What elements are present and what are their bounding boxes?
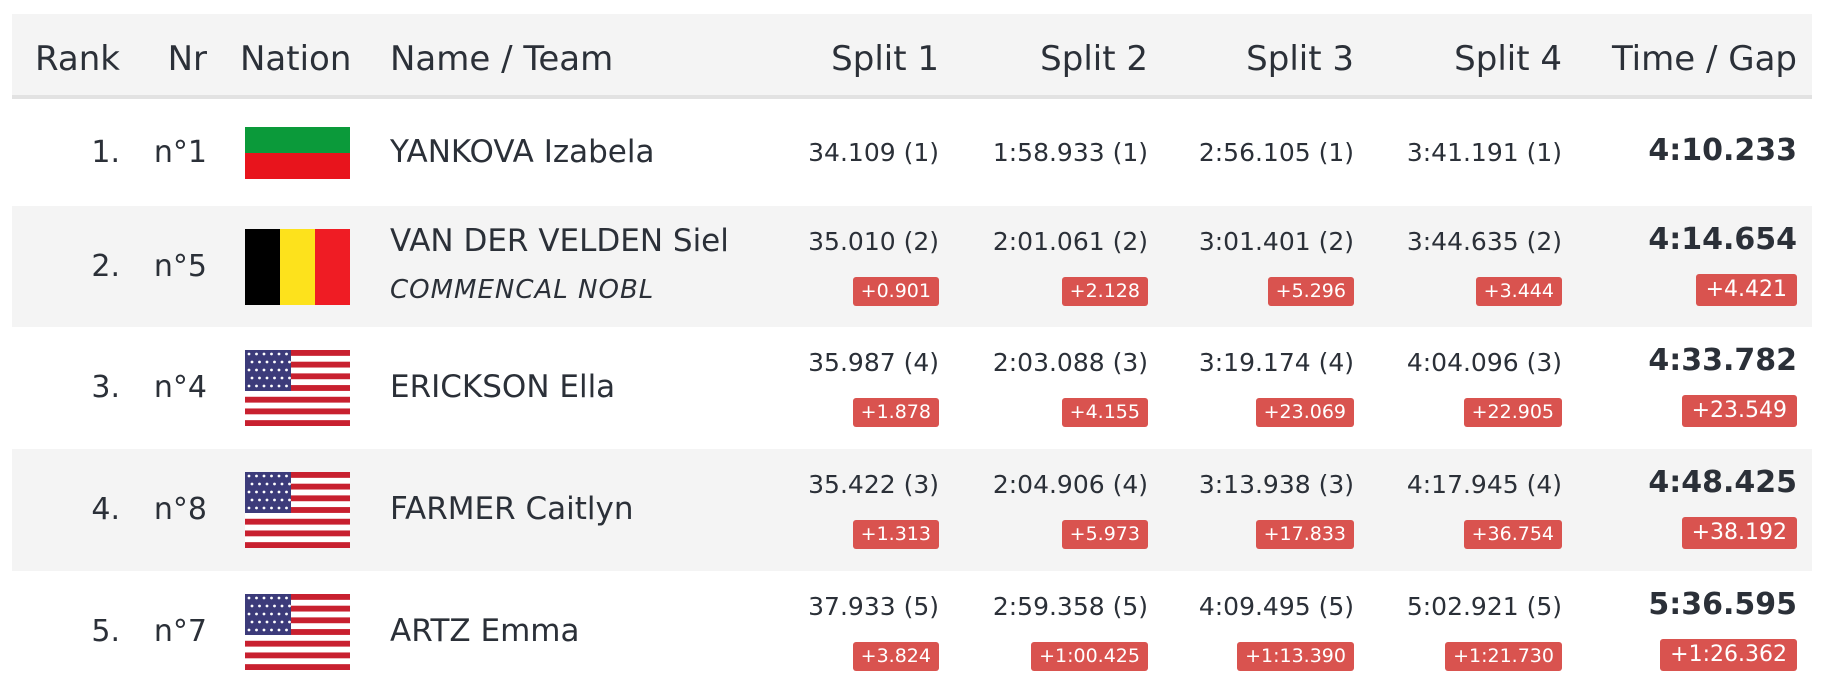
team-name: COMMENCAL NOBL [390, 275, 655, 305]
split-time: 2:04.906 (4) [992, 470, 1148, 499]
rider-name: YANKOVA Izabela [390, 133, 655, 170]
split-time: 4:17.945 (4) [1406, 470, 1562, 499]
bib-number: n°1 [153, 134, 207, 170]
rank: 1. [91, 134, 120, 170]
column-header: Name / Team [390, 39, 614, 79]
result-row: 2. n°5 VAN DER VELDEN Siel COMMENCAL NOBL 35… [12, 206, 1812, 327]
column-header: Nation [240, 39, 352, 79]
nation-flag [245, 472, 350, 552]
nation-flag [245, 350, 350, 430]
column-header: Split 1 [831, 39, 939, 79]
total-time: 4:10.233 [1648, 132, 1797, 168]
bib-number: n°5 [153, 248, 207, 284]
split-time: 35.987 (4) [808, 348, 939, 377]
split-time: 34.109 (1) [808, 137, 939, 167]
split-time: 5:02.921 (5) [1406, 592, 1562, 621]
table-header: Rank Nr Nation Name / Team Split 1 Split 2 Spl… [12, 14, 1812, 99]
split-gap: +1.313 [852, 520, 939, 549]
nation-flag [245, 228, 350, 309]
split-gap: +2.128 [1061, 277, 1148, 306]
total-time: 5:36.595 [1648, 587, 1797, 622]
split-gap: +1.878 [852, 398, 939, 427]
rider-name: ARTZ Emma [390, 613, 580, 649]
column-header: Split 2 [1040, 39, 1148, 79]
total-gap: +4.421 [1695, 274, 1797, 306]
total-time: 4:14.654 [1648, 222, 1797, 257]
nation-flag [245, 594, 350, 674]
split-time: 2:56.105 (1) [1198, 137, 1354, 167]
rank: 4. [91, 492, 120, 527]
column-header: Time / Gap [1611, 39, 1797, 79]
total-gap: +38.192 [1681, 517, 1797, 549]
rider-name: FARMER Caitlyn [390, 491, 634, 527]
split-time: 3:01.401 (2) [1198, 227, 1354, 256]
split-gap: +5.973 [1061, 520, 1148, 549]
split-time: 3:44.635 (2) [1406, 227, 1562, 256]
result-row: 1. n°1 YANKOVA Izabela 34.109 (1) 1:58.933 (… [12, 99, 1812, 206]
split-time: 2:59.358 (5) [992, 592, 1148, 621]
total-gap: +23.549 [1681, 395, 1797, 427]
column-header: Nr [167, 39, 207, 79]
split-gap: +1:21.730 [1445, 642, 1562, 671]
split-gap: +3.444 [1475, 277, 1562, 306]
split-time: 37.933 (5) [808, 592, 939, 621]
split-time: 1:58.933 (1) [992, 137, 1148, 167]
bib-number: n°4 [153, 370, 207, 405]
rider-name: ERICKSON Ella [390, 369, 616, 405]
rank: 3. [91, 370, 120, 405]
split-gap: +22.905 [1463, 398, 1562, 427]
split-gap: +36.754 [1463, 520, 1562, 549]
split-time: 3:41.191 (1) [1406, 137, 1562, 167]
rank: 2. [91, 248, 120, 284]
split-gap: +17.833 [1255, 520, 1354, 549]
split-gap: +1:13.390 [1237, 642, 1354, 671]
total-time: 4:48.425 [1648, 465, 1797, 500]
split-time: 3:19.174 (4) [1198, 348, 1354, 377]
results-table: Rank Nr Nation Name / Team Split 1 Split 2 Spl… [12, 14, 1812, 694]
rider-name: VAN DER VELDEN Siel [390, 223, 729, 259]
split-time: 35.422 (3) [808, 470, 939, 499]
bib-number: n°8 [153, 492, 207, 527]
split-time: 4:09.495 (5) [1198, 592, 1354, 621]
column-header: Split 4 [1454, 39, 1562, 79]
total-gap: +1:26.362 [1660, 639, 1797, 671]
rank: 5. [91, 614, 120, 649]
split-gap: +0.901 [852, 277, 939, 306]
split-time: 2:01.061 (2) [992, 227, 1148, 256]
bib-number: n°7 [153, 614, 207, 649]
split-time: 3:13.938 (3) [1198, 470, 1354, 499]
column-header: Split 3 [1246, 39, 1354, 79]
split-gap: +5.296 [1267, 277, 1354, 306]
nation-flag [245, 126, 350, 183]
result-row: 5. n°7 ARTZ Emma 37.933 (5) +3.824 2:59.358 (… [12, 571, 1812, 693]
split-gap: +4.155 [1061, 398, 1148, 427]
split-time: 2:03.088 (3) [992, 348, 1148, 377]
split-time: 35.010 (2) [808, 227, 939, 256]
result-row: 3. n°4 ERICKSON Ella 35.987 (4) +1.878 2:03.0… [12, 327, 1812, 449]
result-row: 4. n°8 FARMER Caitlyn 35.422 (3) +1.313 2:04.… [12, 449, 1812, 571]
split-gap: +1:00.425 [1031, 642, 1148, 671]
split-time: 4:04.096 (3) [1406, 348, 1562, 377]
split-gap: +3.824 [852, 642, 939, 671]
total-time: 4:33.782 [1648, 343, 1797, 378]
column-header: Rank [35, 39, 120, 79]
split-gap: +23.069 [1255, 398, 1354, 427]
